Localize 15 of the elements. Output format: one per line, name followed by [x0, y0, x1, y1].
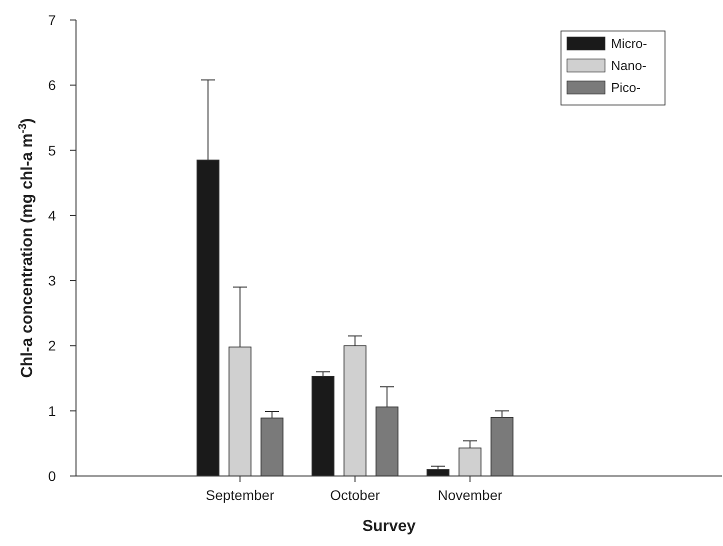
y-tick-label: 4 — [48, 207, 56, 224]
y-tick-label: 3 — [48, 272, 56, 289]
y-tick-label: 6 — [48, 77, 56, 94]
legend-label: Nano- — [611, 58, 646, 73]
y-tick-label: 1 — [48, 402, 56, 419]
x-axis-title: Survey — [362, 518, 416, 535]
legend-label: Pico- — [611, 80, 641, 95]
y-tick-label: 7 — [48, 12, 56, 28]
y-tick-label: 0 — [48, 468, 56, 484]
x-tick-label: September — [206, 487, 275, 503]
y-tick-label: 2 — [48, 338, 56, 354]
x-tick-label: November — [438, 487, 503, 503]
y-tick-label: 5 — [48, 142, 56, 158]
legend-label: Micro- — [611, 36, 648, 51]
x-tick-label: October — [330, 487, 380, 503]
